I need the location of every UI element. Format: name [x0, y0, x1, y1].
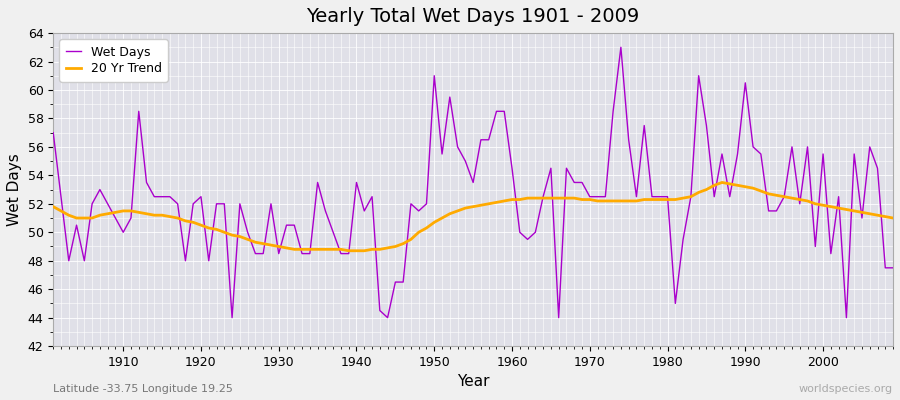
Wet Days [289, 223, 300, 228]
Line: 20 Yr Trend: 20 Yr Trend [53, 182, 893, 251]
Y-axis label: Wet Days: Wet Days [7, 153, 22, 226]
20 Yr Trend [716, 180, 727, 185]
Text: Latitude -33.75 Longitude 19.25: Latitude -33.75 Longitude 19.25 [53, 384, 233, 394]
X-axis label: Year: Year [457, 374, 490, 389]
Wet Days [616, 45, 626, 50]
20 Yr Trend [887, 216, 898, 220]
Wet Days [227, 315, 238, 320]
Wet Days [608, 109, 618, 114]
Legend: Wet Days, 20 Yr Trend: Wet Days, 20 Yr Trend [59, 39, 168, 82]
Wet Days [48, 130, 58, 135]
20 Yr Trend [515, 197, 526, 202]
Line: Wet Days: Wet Days [53, 47, 893, 318]
Wet Days [515, 230, 526, 235]
Wet Days [336, 251, 346, 256]
Wet Days [110, 216, 121, 220]
20 Yr Trend [281, 246, 292, 250]
20 Yr Trend [608, 198, 618, 203]
20 Yr Trend [48, 204, 58, 209]
20 Yr Trend [507, 197, 517, 202]
Title: Yearly Total Wet Days 1901 - 2009: Yearly Total Wet Days 1901 - 2009 [307, 7, 640, 26]
20 Yr Trend [328, 247, 338, 252]
20 Yr Trend [343, 248, 354, 253]
Wet Days [887, 266, 898, 270]
Wet Days [507, 166, 517, 171]
Text: worldspecies.org: worldspecies.org [799, 384, 893, 394]
20 Yr Trend [110, 210, 121, 215]
